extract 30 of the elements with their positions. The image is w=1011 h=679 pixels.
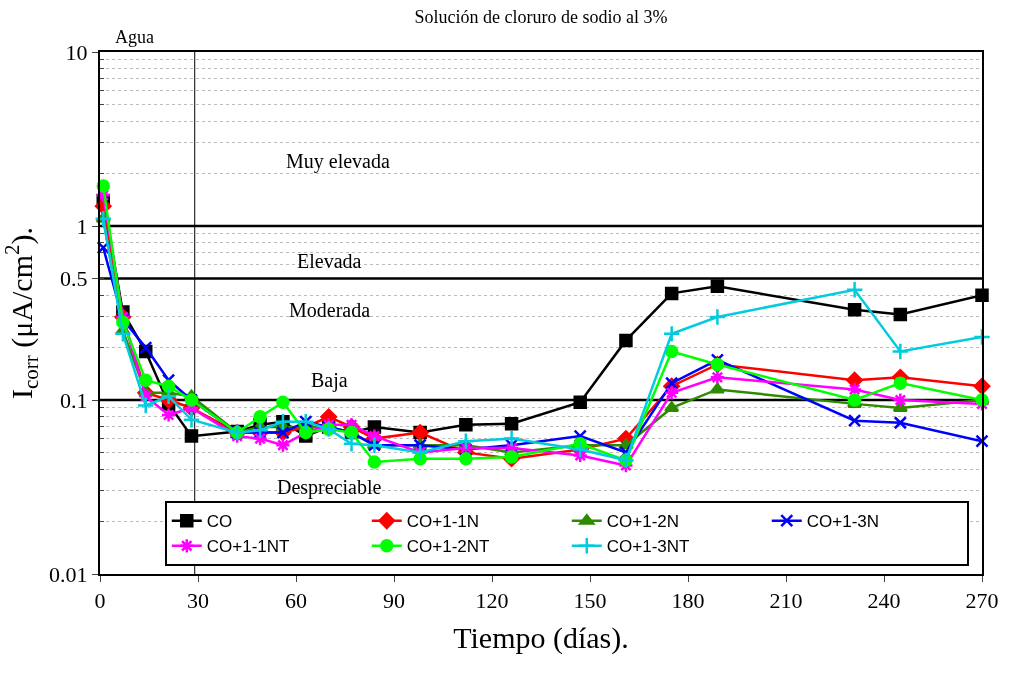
annotation: Elevada xyxy=(297,250,362,272)
y-tick-label: 10 xyxy=(65,39,88,65)
y-tick-label: 0.01 xyxy=(49,561,88,587)
x-tick-label: 0 xyxy=(94,588,106,614)
x-tick-label: 30 xyxy=(187,588,209,614)
x-tick-label: 150 xyxy=(573,588,607,614)
annotation: Muy elevada xyxy=(286,150,390,173)
legend-label: CO+1-2N xyxy=(606,512,680,532)
legend-label: CO+1-3NT xyxy=(606,537,690,557)
legend-label: CO+1-2NT xyxy=(406,537,490,557)
annotation: Baja xyxy=(311,369,348,392)
x-tick-label: 270 xyxy=(965,588,999,614)
y-tick-label: 0.5 xyxy=(60,266,88,292)
chart-title: Solución de cloruro de sodio al 3% xyxy=(414,6,668,27)
x-tick-label: 120 xyxy=(475,588,509,614)
legend-label: CO xyxy=(206,512,233,532)
annotation: Moderada xyxy=(289,299,371,321)
x-tick-label: 180 xyxy=(671,588,705,614)
text: Agua xyxy=(115,27,154,47)
legend-label: CO+1-1NT xyxy=(206,537,290,557)
annotation: Despreciable xyxy=(277,476,382,499)
y-tick-label: 1 xyxy=(76,213,88,239)
x-tick-label: 90 xyxy=(383,588,405,614)
legend-label: CO+1-1N xyxy=(406,512,480,532)
legend-label: CO+1-3N xyxy=(806,512,880,532)
x-tick-label: 240 xyxy=(867,588,901,614)
x-tick-label: 210 xyxy=(769,588,803,614)
y-tick-label: 0.1 xyxy=(60,387,88,413)
x-tick-label: 60 xyxy=(285,588,307,614)
x-axis-title: Tiempo (días). xyxy=(453,621,629,656)
